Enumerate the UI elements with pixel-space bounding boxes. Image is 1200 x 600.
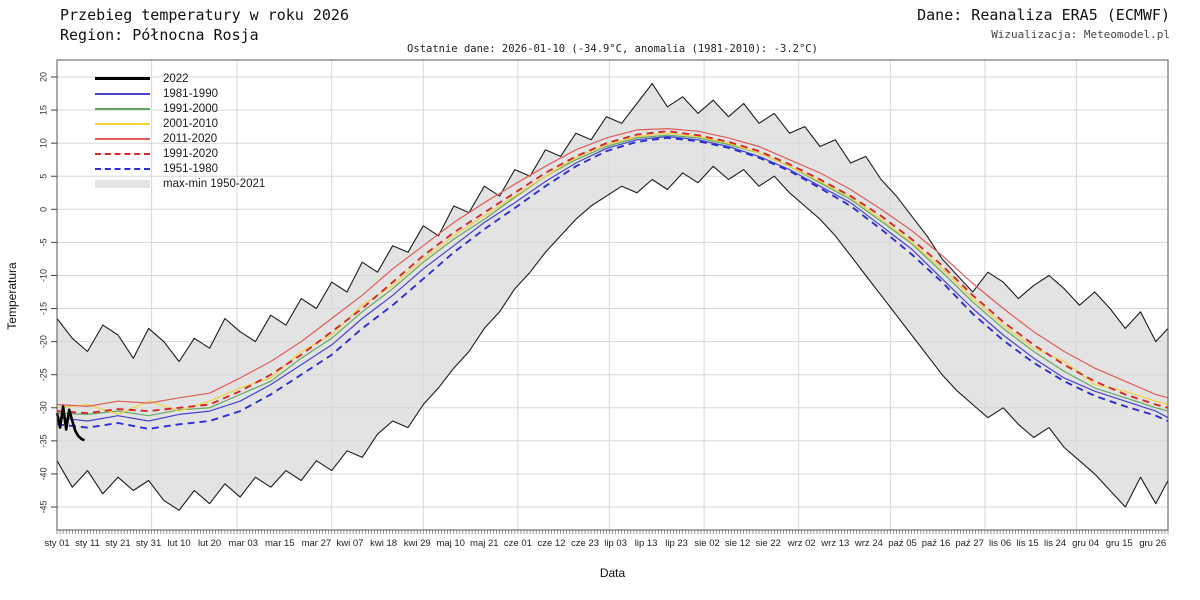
legend-item-2022: 2022 [95, 71, 265, 86]
visualization-credit: Wizualizacja: Meteomodel.pl [991, 28, 1170, 41]
envelope-max-line [56, 83, 1169, 363]
x-tick-label: sie 02 [694, 538, 719, 549]
legend-swatch-1981-1990 [95, 92, 150, 95]
x-tick-label: lis 06 [989, 538, 1011, 549]
x-tick-label: paź 27 [955, 538, 984, 549]
x-tick-label: paź 16 [922, 538, 951, 549]
legend-label: 2011-2020 [163, 132, 218, 145]
legend-label: 2001-2010 [163, 117, 218, 130]
x-tick-label: maj 21 [470, 538, 499, 549]
series-line-1991-2020 [56, 130, 1169, 415]
x-tick-label: wrz 13 [820, 538, 849, 549]
x-tick-label: lip 03 [604, 538, 627, 549]
x-tick-label: lip 13 [635, 538, 658, 549]
legend-item-2011-2020: 2011-2020 [95, 131, 265, 146]
x-tick-label: sty 21 [105, 538, 130, 549]
y-tick-label: 0 [38, 207, 48, 212]
x-tick-label: mar 27 [302, 538, 332, 549]
x-tick-label: lis 15 [1017, 538, 1039, 549]
series-line-1981-1990 [56, 135, 1169, 422]
legend-label: 1991-2000 [163, 102, 218, 115]
x-tick-label: sie 22 [756, 538, 781, 549]
legend-item-1951-1980: 1951-1980 [95, 161, 265, 176]
x-tick-label: cze 23 [571, 538, 599, 549]
y-tick-label: 20 [38, 72, 48, 82]
legend-item-1991-2020: 1991-2020 [95, 146, 265, 161]
legend-label: 1981-1990 [163, 87, 218, 100]
legend-swatch-1991-2020 [95, 152, 150, 155]
x-tick-label: wrz 24 [854, 538, 883, 549]
series-line-1951-1980 [56, 136, 1169, 430]
y-tick-label: -15 [38, 302, 48, 315]
legend-label: 2022 [163, 72, 189, 85]
x-tick-label: gru 04 [1072, 538, 1099, 549]
legend-swatch-maxmin-band [95, 179, 150, 188]
legend-item-1991-2000: 1991-2000 [95, 101, 265, 116]
x-tick-label: mar 15 [265, 538, 295, 549]
x-tick-label: kwi 18 [370, 538, 397, 549]
region-subtitle: Region: Północna Rosja [60, 26, 259, 44]
y-tick-label: -40 [38, 467, 48, 480]
y-tick-label: 15 [38, 105, 48, 115]
legend-item-2001-2010: 2001-2010 [95, 116, 265, 131]
x-tick-label: lut 20 [198, 538, 221, 549]
x-tick-label: lis 24 [1044, 538, 1066, 549]
legend-label: 1991-2020 [163, 147, 218, 160]
legend-label: max-min 1950-2021 [163, 177, 266, 190]
series-line-1991-2000 [56, 134, 1169, 417]
x-tick-label: sty 11 [75, 538, 100, 549]
y-axis-title: Temperatura [5, 262, 19, 330]
x-tick-label: kwi 07 [337, 538, 364, 549]
y-tick-label: -25 [38, 368, 48, 381]
x-tick-label: sty 31 [136, 538, 161, 549]
x-tick-label: lip 23 [665, 538, 688, 549]
y-tick-label: -10 [38, 269, 48, 282]
legend-item-maxmin-band: max-min 1950-2021 [95, 176, 265, 191]
envelope-min-line [56, 165, 1169, 511]
legend-swatch-2001-2010 [95, 122, 150, 125]
x-tick-label: gru 26 [1139, 538, 1166, 549]
x-tick-label: lut 10 [167, 538, 190, 549]
legend-swatch-2022 [95, 77, 150, 80]
series-line-2011-2020 [56, 128, 1169, 407]
legend-swatch-1951-1980 [95, 167, 150, 170]
last-data-subtitle: Ostatnie dane: 2026-01-10 (-34.9°C, anom… [407, 43, 818, 55]
x-tick-label: wrz 02 [787, 538, 816, 549]
page-title: Przebieg temperatury w roku 2026 [60, 6, 349, 24]
y-tick-label: 5 [38, 174, 48, 179]
chart-legend: 2022 1981-1990 1991-2000 2001-2010 2011-… [95, 71, 265, 191]
x-tick-label: sty 01 [44, 538, 69, 549]
y-tick-label: 10 [38, 138, 48, 148]
x-tick-label: cze 01 [504, 538, 532, 549]
x-tick-label: paź 05 [888, 538, 917, 549]
x-axis-title: Data [599, 566, 626, 580]
series-line-2022 [55, 405, 86, 442]
y-tick-label: -35 [38, 434, 48, 447]
y-tick-label: -20 [38, 335, 48, 348]
legend-item-1981-1990: 1981-1990 [95, 86, 265, 101]
x-tick-label: maj 10 [436, 538, 465, 549]
y-tick-label: -45 [38, 500, 48, 513]
x-tick-label: gru 15 [1106, 538, 1133, 549]
y-tick-label: -5 [38, 238, 48, 246]
x-tick-label: kwi 29 [404, 538, 431, 549]
x-tick-label: sie 12 [725, 538, 750, 549]
data-source-label: Dane: Reanaliza ERA5 (ECMWF) [917, 6, 1170, 24]
x-tick-label: cze 12 [538, 538, 566, 549]
legend-label: 1951-1980 [163, 162, 218, 175]
x-tick-label: mar 03 [228, 538, 258, 549]
legend-swatch-1991-2000 [95, 107, 150, 110]
y-tick-label: -30 [38, 401, 48, 414]
legend-swatch-2011-2020 [95, 137, 150, 140]
series-line-2001-2010 [56, 132, 1169, 415]
